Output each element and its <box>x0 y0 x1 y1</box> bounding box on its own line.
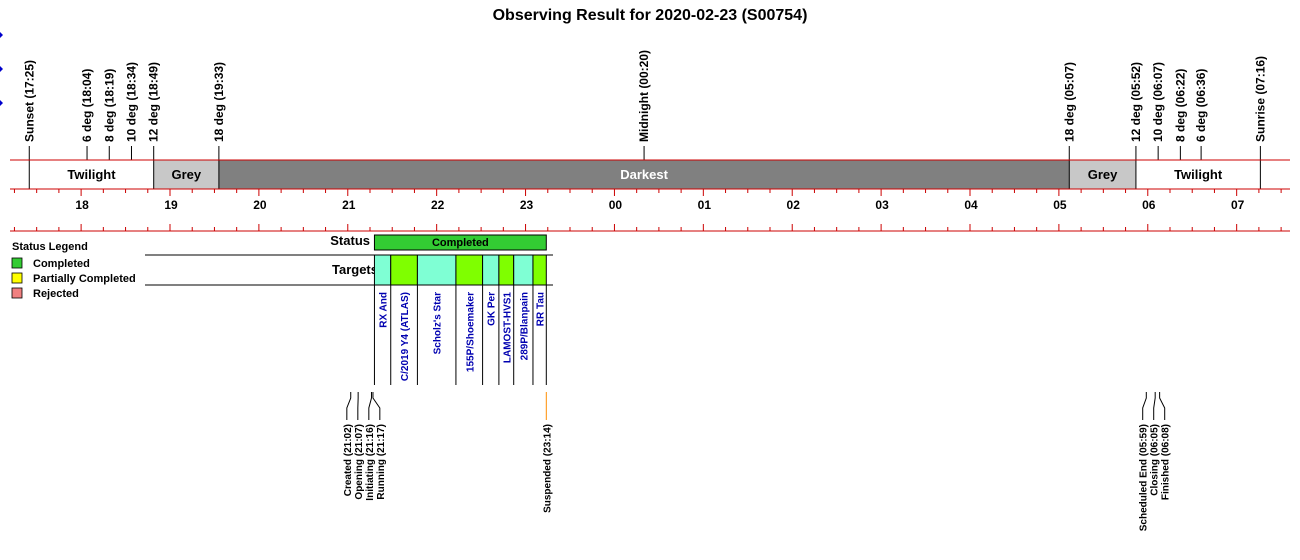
hour-label: 02 <box>787 198 801 212</box>
target-block <box>498 254 515 286</box>
legend-swatch <box>11 257 23 269</box>
event-label: 12 deg (18:49) <box>147 62 161 142</box>
band-grey <box>1069 160 1136 189</box>
status-bar <box>373 234 547 251</box>
event-label: 10 deg (18:34) <box>124 62 138 142</box>
band-label: Twilight <box>67 167 116 182</box>
edge-marker-icon <box>0 66 3 72</box>
legend-title: Status Legend <box>12 241 88 253</box>
targets-row-label: Targets <box>332 262 378 277</box>
run-event-label: Running (21:17) <box>376 424 387 500</box>
band-twilight <box>29 160 154 189</box>
run-event-leader <box>1153 392 1156 420</box>
schedule-rows: Status Targets Completed RX And C/2019 Y4 (A… <box>145 233 553 385</box>
band-label: Darkest <box>620 167 668 182</box>
target-block <box>390 254 418 286</box>
band-twilight <box>1135 160 1261 189</box>
hour-label: 23 <box>520 198 534 212</box>
band-grey <box>153 160 219 189</box>
edge-marker-icon <box>0 32 3 38</box>
target-block <box>416 254 457 286</box>
event-label: 6 deg (18:04) <box>80 69 94 142</box>
run-event-leader <box>346 392 352 420</box>
run-event-label: Scheduled End (05:59) <box>1139 424 1150 531</box>
run-event-label: Closing (06:05) <box>1150 424 1161 496</box>
target-name: GK Per <box>487 292 498 326</box>
band-label: Twilight <box>1174 167 1223 182</box>
page-title: Observing Result for 2020-02-23 (S00754) <box>493 7 808 24</box>
legend-item: Partially Completed <box>33 273 136 285</box>
hour-label: 22 <box>431 198 445 212</box>
run-event-label: Finished (06:08) <box>1161 424 1172 500</box>
twilight-events: Sunset (17:25) 6 deg (18:04) 8 deg (18:19)… <box>22 50 1267 160</box>
run-event-leader <box>372 392 381 420</box>
event-label: Sunrise (07:16) <box>1253 56 1267 142</box>
target-name: C/2019 Y4 (ATLAS) <box>400 292 411 381</box>
event-label: 8 deg (06:22) <box>1173 69 1187 142</box>
event-label: Midnight (00:20) <box>637 50 651 142</box>
hour-label: 19 <box>164 198 178 212</box>
event-label: 8 deg (18:19) <box>102 69 116 142</box>
band-label: Grey <box>171 167 201 182</box>
target-block <box>373 254 392 286</box>
event-label: 6 deg (06:36) <box>1194 69 1208 142</box>
legend-swatch <box>11 272 23 284</box>
run-event-leader <box>368 392 372 420</box>
run-event-leader <box>1159 392 1166 420</box>
event-label: 10 deg (06:07) <box>1151 62 1165 142</box>
hour-label: 05 <box>1053 198 1067 212</box>
target-name: Scholz's Star <box>433 292 444 355</box>
event-label: Sunset (17:25) <box>22 60 36 142</box>
hour-label: 06 <box>1142 198 1156 212</box>
band-label: Grey <box>1088 167 1118 182</box>
status-legend: Status Legend Completed Partially Complete… <box>11 241 136 300</box>
target-name: 155P/Shoemaker <box>465 292 476 372</box>
status-bar-label: Completed <box>432 237 489 249</box>
run-event-leader <box>1142 392 1147 420</box>
run-event-label: Initiating (21:16) <box>365 424 376 501</box>
target-name: LAMOST-HVS1 <box>502 292 513 364</box>
run-events: Created (21:02) Opening (21:07) Initiating… <box>343 392 1172 531</box>
target-block <box>482 254 500 286</box>
hour-label: 03 <box>875 198 889 212</box>
hour-label: 07 <box>1231 198 1245 212</box>
band-darkest <box>218 160 1070 189</box>
status-row-label: Status <box>330 233 370 248</box>
event-label: 18 deg (19:33) <box>212 62 226 142</box>
hour-label: 18 <box>75 198 89 212</box>
event-label: 18 deg (05:07) <box>1062 62 1076 142</box>
hour-axis: 18 19 20 21 22 23 00 01 02 03 04 05 06 07 <box>10 188 1290 232</box>
target-name: RX And <box>379 292 390 328</box>
target-block <box>455 254 484 286</box>
run-event-label: Created (21:02) <box>343 424 354 496</box>
legend-swatch <box>11 287 23 299</box>
hour-label: 04 <box>964 198 978 212</box>
hour-label: 00 <box>609 198 623 212</box>
run-event-label: Suspended (23:14) <box>542 424 553 513</box>
hour-label: 21 <box>342 198 356 212</box>
legend-item: Completed <box>33 258 90 270</box>
event-label: 12 deg (05:52) <box>1129 62 1143 142</box>
hour-label: 01 <box>698 198 712 212</box>
target-name: RR Tau <box>536 292 547 326</box>
hour-label: 20 <box>253 198 267 212</box>
target-name: 289P/Blanpain <box>519 292 530 360</box>
target-block <box>532 254 547 286</box>
run-event-label: Opening (21:07) <box>354 424 365 500</box>
sky-bands: Twilight Grey Darkest Grey Twilight <box>10 159 1290 189</box>
target-block <box>513 254 534 286</box>
edge-marker-icon <box>0 100 3 106</box>
legend-item: Rejected <box>33 288 79 300</box>
